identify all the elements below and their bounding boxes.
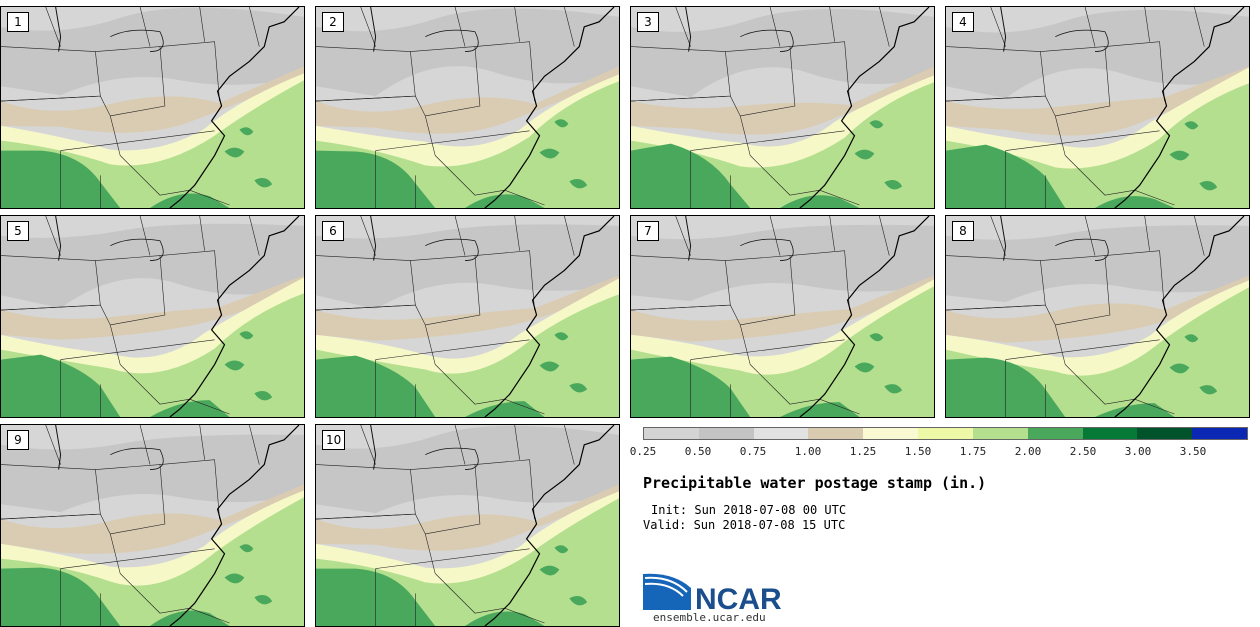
ncar-logo: NCAR <box>643 573 782 615</box>
map-panel: 8 <box>945 215 1250 418</box>
panel-label: 6 <box>322 221 344 241</box>
map-panel: 3 <box>630 6 935 209</box>
ncar-logo-text: NCAR <box>695 583 782 615</box>
color-bar-tick-label: 1.00 <box>794 445 822 458</box>
panel-label: 1 <box>7 12 29 32</box>
panel-label: 5 <box>7 221 29 241</box>
map-panel: 4 <box>945 6 1250 209</box>
map-panel: 1 <box>0 6 305 209</box>
color-bar-segment <box>972 428 1028 439</box>
color-bar-tick-label: 0.75 <box>739 445 767 458</box>
init-time: Init: Sun 2018-07-08 00 UTC <box>651 503 847 517</box>
color-bar-segment <box>863 428 919 439</box>
map-panel: 10 <box>315 424 620 627</box>
color-bar-segment <box>644 428 699 439</box>
color-bar-segment <box>1192 428 1247 439</box>
color-bar-ticks: 0.25 0.50 0.75 1.00 1.25 1.50 1.75 2.00 2.50 3.00… <box>630 445 1248 459</box>
map-panel: 9 <box>0 424 305 627</box>
panel-label: 9 <box>7 430 29 450</box>
color-bar-segment <box>753 428 809 439</box>
panel-label: 3 <box>637 12 659 32</box>
map-panel: 2 <box>315 6 620 209</box>
color-bar-tick-label: 0.50 <box>684 445 712 458</box>
color-bar-segment <box>1082 428 1138 439</box>
color-bar-segment <box>1137 428 1193 439</box>
color-bar-segment <box>808 428 864 439</box>
panel-label: 4 <box>952 12 974 32</box>
ncar-logo-mark <box>643 573 691 610</box>
color-bar-tick-label: 0.25 <box>629 445 657 458</box>
panel-label: 7 <box>637 221 659 241</box>
map-panel: 5 <box>0 215 305 418</box>
color-bar-tick-label: 2.00 <box>1014 445 1042 458</box>
color-bar-tick-label: 1.25 <box>849 445 877 458</box>
map-panel: 6 <box>315 215 620 418</box>
color-bar-segment <box>698 428 754 439</box>
map-panel: 7 <box>630 215 935 418</box>
chart-title: Precipitable water postage stamp (in.) <box>643 474 987 492</box>
color-bar-segment <box>1027 428 1083 439</box>
color-bar-tick-label: 2.50 <box>1069 445 1097 458</box>
valid-time: Valid: Sun 2018-07-08 15 UTC <box>643 518 846 532</box>
color-bar-tick-label: 1.75 <box>959 445 987 458</box>
color-bar-tick-label: 3.50 <box>1179 445 1207 458</box>
color-bar <box>643 427 1248 440</box>
panel-label: 10 <box>322 430 346 450</box>
panel-label: 2 <box>322 12 344 32</box>
logo-url: ensemble.ucar.edu <box>653 611 766 624</box>
panel-label: 8 <box>952 221 974 241</box>
color-bar-tick-label: 1.50 <box>904 445 932 458</box>
color-bar-tick-label: 3.00 <box>1124 445 1152 458</box>
color-bar-segment <box>918 428 973 439</box>
